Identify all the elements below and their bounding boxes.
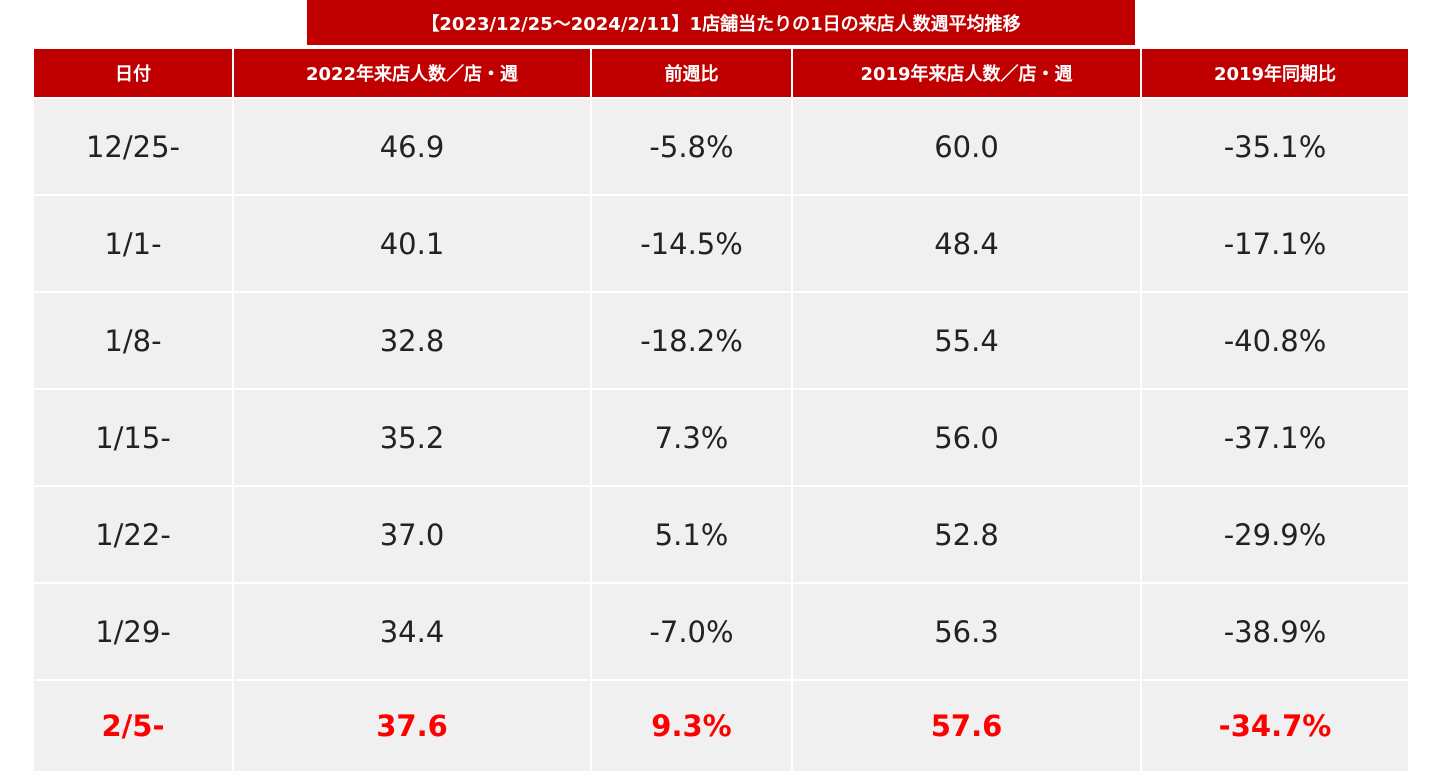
table-cell: -14.5% <box>592 196 791 291</box>
table-row: 2/5- 37.6 9.3% 57.6 -34.7% <box>34 681 1408 771</box>
table-row: 12/25- 46.9 -5.8% 60.0 -35.1% <box>34 99 1408 194</box>
data-table: 日付 2022年来店人数／店・週 前週比 2019年来店人数／店・週 2019年同期比 … <box>32 47 1410 773</box>
table-cell: 34.4 <box>234 584 590 679</box>
table-cell: -34.7% <box>1142 681 1408 771</box>
table-cell: 56.3 <box>793 584 1140 679</box>
table-cell: 57.6 <box>793 681 1140 771</box>
table-cell: 1/8- <box>34 293 232 388</box>
table-body: 12/25- 46.9 -5.8% 60.0 -35.1% 1/1- 40.1 -14.5% 4… <box>34 99 1408 771</box>
table-cell: 1/29- <box>34 584 232 679</box>
table-row: 1/8- 32.8 -18.2% 55.4 -40.8% <box>34 293 1408 388</box>
table-cell: 52.8 <box>793 487 1140 582</box>
table-cell: 9.3% <box>592 681 791 771</box>
table-cell: 7.3% <box>592 390 791 485</box>
table-cell: 5.1% <box>592 487 791 582</box>
table-cell: -35.1% <box>1142 99 1408 194</box>
table-cell: 60.0 <box>793 99 1140 194</box>
header-cell: 前週比 <box>592 49 791 97</box>
header-row: 日付 2022年来店人数／店・週 前週比 2019年来店人数／店・週 2019年同期比 <box>34 49 1408 97</box>
table-row: 1/22- 37.0 5.1% 52.8 -29.9% <box>34 487 1408 582</box>
table-row: 1/1- 40.1 -14.5% 48.4 -17.1% <box>34 196 1408 291</box>
header-cell: 2019年来店人数／店・週 <box>793 49 1140 97</box>
table-cell: 40.1 <box>234 196 590 291</box>
table-cell: -18.2% <box>592 293 791 388</box>
header-cell: 2022年来店人数／店・週 <box>234 49 590 97</box>
table-cell: 1/22- <box>34 487 232 582</box>
table-cell: -7.0% <box>592 584 791 679</box>
table-cell: 12/25- <box>34 99 232 194</box>
header-cell: 2019年同期比 <box>1142 49 1408 97</box>
table-cell: -40.8% <box>1142 293 1408 388</box>
table-cell: 55.4 <box>793 293 1140 388</box>
table-cell: -37.1% <box>1142 390 1408 485</box>
table-cell: 37.0 <box>234 487 590 582</box>
table-cell: 1/1- <box>34 196 232 291</box>
table-cell: -17.1% <box>1142 196 1408 291</box>
table-cell: 2/5- <box>34 681 232 771</box>
header-cell: 日付 <box>34 49 232 97</box>
table-cell: 32.8 <box>234 293 590 388</box>
table-cell: 48.4 <box>793 196 1140 291</box>
table-title: 【2023/12/25～2024/2/11】1店舗当たりの1日の来店人数週平均推… <box>307 0 1135 45</box>
table-cell: -29.9% <box>1142 487 1408 582</box>
table-cell: 35.2 <box>234 390 590 485</box>
table-cell: 1/15- <box>34 390 232 485</box>
table-cell: 46.9 <box>234 99 590 194</box>
table-cell: -38.9% <box>1142 584 1408 679</box>
table-row: 1/29- 34.4 -7.0% 56.3 -38.9% <box>34 584 1408 679</box>
table-cell: -5.8% <box>592 99 791 194</box>
table-cell: 56.0 <box>793 390 1140 485</box>
table-cell: 37.6 <box>234 681 590 771</box>
table-row: 1/15- 35.2 7.3% 56.0 -37.1% <box>34 390 1408 485</box>
